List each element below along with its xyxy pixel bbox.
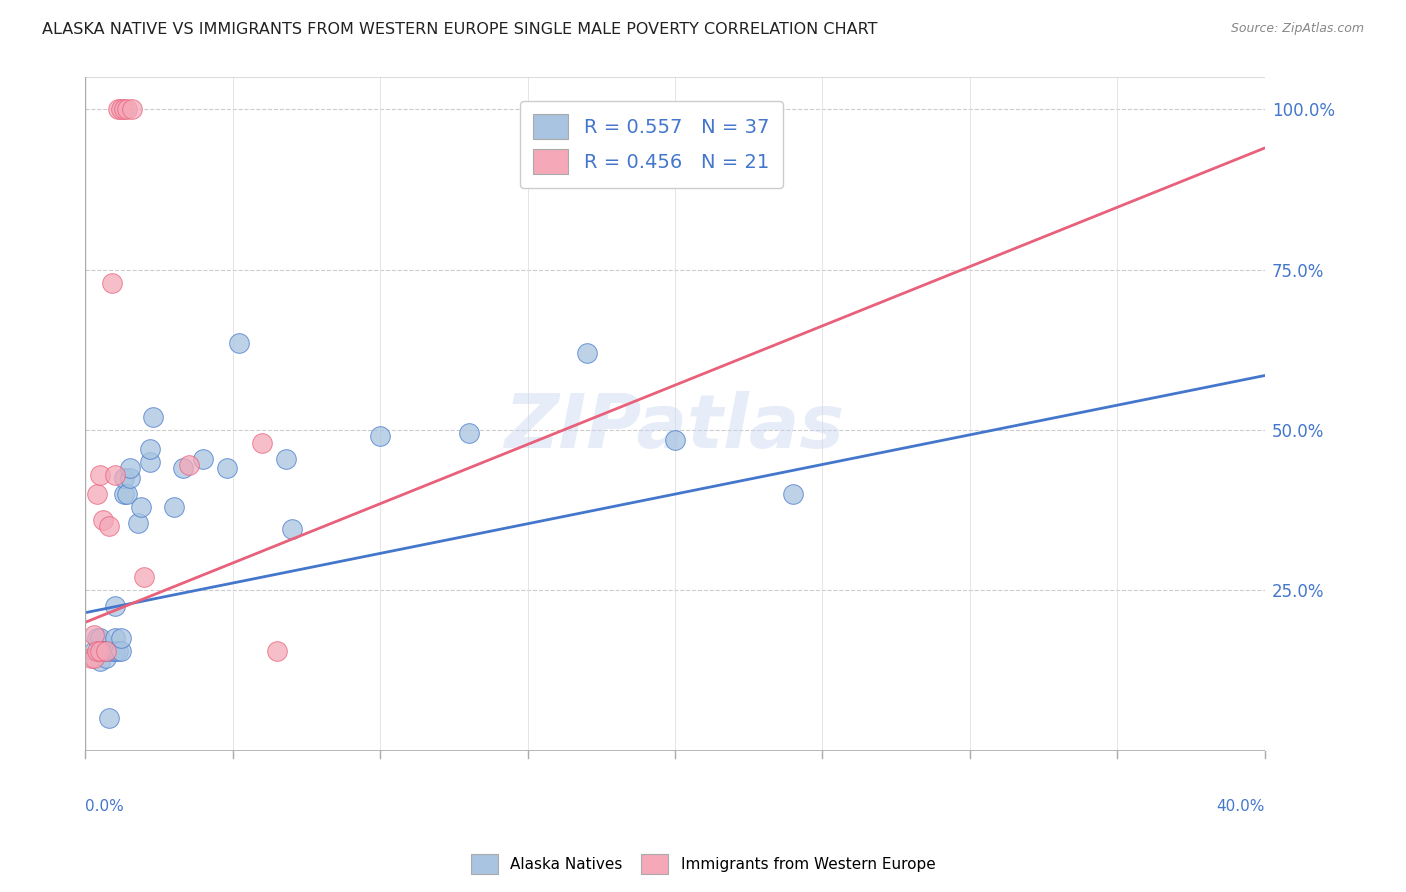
Point — [121, 103, 143, 117]
Point — [274, 451, 297, 466]
Legend: R = 0.557   N = 37, R = 0.456   N = 21: R = 0.557 N = 37, R = 0.456 N = 21 — [520, 101, 783, 187]
Point — [575, 346, 598, 360]
Point — [91, 513, 114, 527]
Point — [280, 522, 302, 536]
Point — [83, 650, 105, 665]
Point — [134, 570, 156, 584]
Point — [142, 410, 165, 425]
Point — [112, 487, 135, 501]
Point — [94, 644, 117, 658]
Point — [104, 644, 127, 658]
Point — [89, 467, 111, 482]
Text: Source: ZipAtlas.com: Source: ZipAtlas.com — [1230, 22, 1364, 36]
Point — [118, 461, 141, 475]
Point — [91, 644, 114, 658]
Point — [368, 429, 391, 443]
Point — [104, 599, 127, 614]
Point — [782, 487, 804, 501]
Point — [266, 644, 288, 658]
Legend: Alaska Natives, Immigrants from Western Europe: Alaska Natives, Immigrants from Western … — [464, 848, 942, 880]
Point — [89, 654, 111, 668]
Point — [94, 644, 117, 658]
Point — [110, 103, 132, 117]
Point — [115, 487, 138, 501]
Point — [110, 632, 132, 646]
Point — [177, 458, 200, 473]
Point — [112, 471, 135, 485]
Point — [110, 644, 132, 658]
Point — [228, 336, 250, 351]
Point — [86, 644, 108, 658]
Point — [89, 632, 111, 646]
Point — [163, 500, 186, 514]
Point — [86, 487, 108, 501]
Point — [118, 471, 141, 485]
Point — [89, 644, 111, 658]
Text: 40.0%: 40.0% — [1216, 798, 1265, 814]
Point — [215, 461, 238, 475]
Point — [252, 435, 274, 450]
Point — [83, 628, 105, 642]
Point — [83, 644, 105, 658]
Text: 0.0%: 0.0% — [86, 798, 124, 814]
Point — [115, 103, 138, 117]
Point — [80, 650, 103, 665]
Point — [97, 519, 120, 533]
Point — [664, 433, 686, 447]
Text: ALASKA NATIVE VS IMMIGRANTS FROM WESTERN EUROPE SINGLE MALE POVERTY CORRELATION : ALASKA NATIVE VS IMMIGRANTS FROM WESTERN… — [42, 22, 877, 37]
Point — [131, 500, 153, 514]
Point — [94, 650, 117, 665]
Point — [172, 461, 194, 475]
Point — [107, 644, 129, 658]
Point — [457, 426, 479, 441]
Point — [139, 455, 162, 469]
Point — [127, 516, 149, 530]
Point — [86, 632, 108, 646]
Text: ZIPatlas: ZIPatlas — [505, 391, 845, 464]
Point — [112, 103, 135, 117]
Point — [104, 632, 127, 646]
Point — [101, 644, 124, 658]
Point — [104, 467, 127, 482]
Point — [107, 103, 129, 117]
Point — [101, 276, 124, 290]
Point — [97, 711, 120, 725]
Point — [139, 442, 162, 457]
Point — [193, 451, 215, 466]
